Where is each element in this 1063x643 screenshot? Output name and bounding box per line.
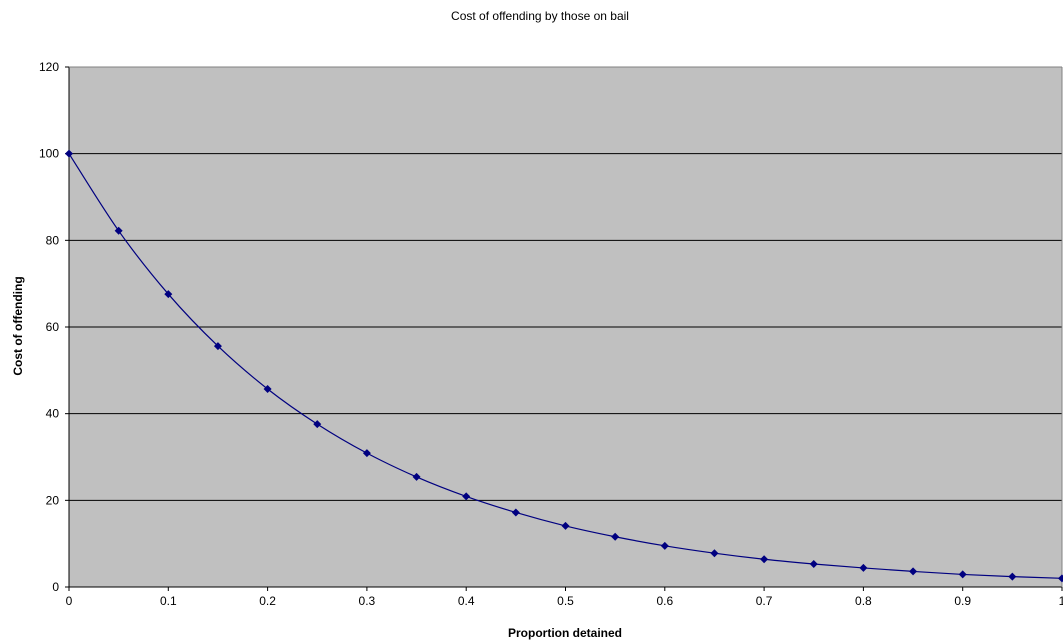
x-tick-label: 0.9 [954, 594, 971, 608]
y-tick-label: 80 [46, 233, 60, 247]
x-tick-label: 0.4 [458, 594, 475, 608]
y-axis-label: Cost of offending [11, 276, 25, 375]
x-axis-label: Proportion detained [508, 626, 622, 640]
x-tick-label: 0 [66, 594, 73, 608]
x-tick-label: 0.8 [855, 594, 872, 608]
y-tick-labels: 0 20 40 60 80 100 120 [39, 60, 59, 594]
chart-title: Cost of offending by those on bail [451, 9, 629, 23]
x-tick-label: 0.1 [160, 594, 177, 608]
x-tick-label: 0.3 [359, 594, 376, 608]
y-tick-label: 0 [52, 580, 59, 594]
x-tick-label: 0.5 [557, 594, 574, 608]
x-tick-label: 0.2 [259, 594, 276, 608]
y-tick-label: 100 [39, 147, 59, 161]
x-tick-label: 0.6 [656, 594, 673, 608]
x-tick-label: 0.7 [756, 594, 773, 608]
x-tick-labels: 0 0.1 0.2 0.3 0.4 0.5 0.6 0.7 0.8 0.9 1 [66, 594, 1063, 608]
y-tick-label: 40 [46, 407, 60, 421]
y-tick-label: 20 [46, 493, 60, 507]
x-tick-label: 1 [1059, 594, 1063, 608]
y-tick-label: 60 [46, 320, 60, 334]
y-tick-label: 120 [39, 60, 59, 74]
